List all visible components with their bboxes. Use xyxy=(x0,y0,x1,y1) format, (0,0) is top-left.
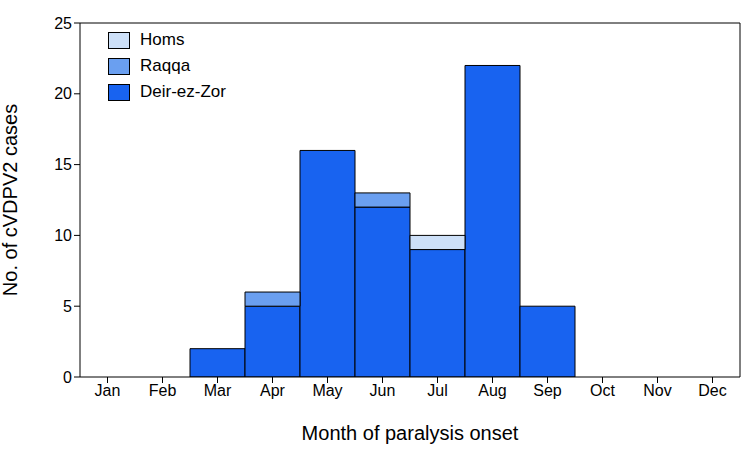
svg-text:Month of paralysis onset: Month of paralysis onset xyxy=(302,422,519,444)
svg-text:0: 0 xyxy=(63,369,72,386)
svg-text:Jun: Jun xyxy=(370,382,396,399)
svg-text:Sep: Sep xyxy=(533,382,562,399)
svg-text:Feb: Feb xyxy=(149,382,177,399)
svg-text:Oct: Oct xyxy=(590,382,615,399)
svg-text:20: 20 xyxy=(54,85,72,102)
svg-text:Jan: Jan xyxy=(95,382,121,399)
html-text:Raqqa: Raqqa xyxy=(140,56,191,75)
svg-text:Nov: Nov xyxy=(643,382,671,399)
svg-text:No. of cVDPV2 cases: No. of cVDPV2 cases xyxy=(0,104,21,296)
html-text:Homs: Homs xyxy=(140,30,185,49)
svg-text:May: May xyxy=(312,382,342,399)
html-text:Deir-ez-Zor: Deir-ez-Zor xyxy=(140,82,226,101)
svg-text:15: 15 xyxy=(54,156,72,173)
svg-text:10: 10 xyxy=(54,227,72,244)
svg-text:Jul: Jul xyxy=(427,382,447,399)
svg-text:Aug: Aug xyxy=(478,382,506,399)
svg-text:5: 5 xyxy=(63,298,72,315)
svg-text:Mar: Mar xyxy=(204,382,232,399)
svg-text:25: 25 xyxy=(54,15,72,32)
svg-text:Dec: Dec xyxy=(698,382,726,399)
svg-text:Apr: Apr xyxy=(260,382,286,399)
